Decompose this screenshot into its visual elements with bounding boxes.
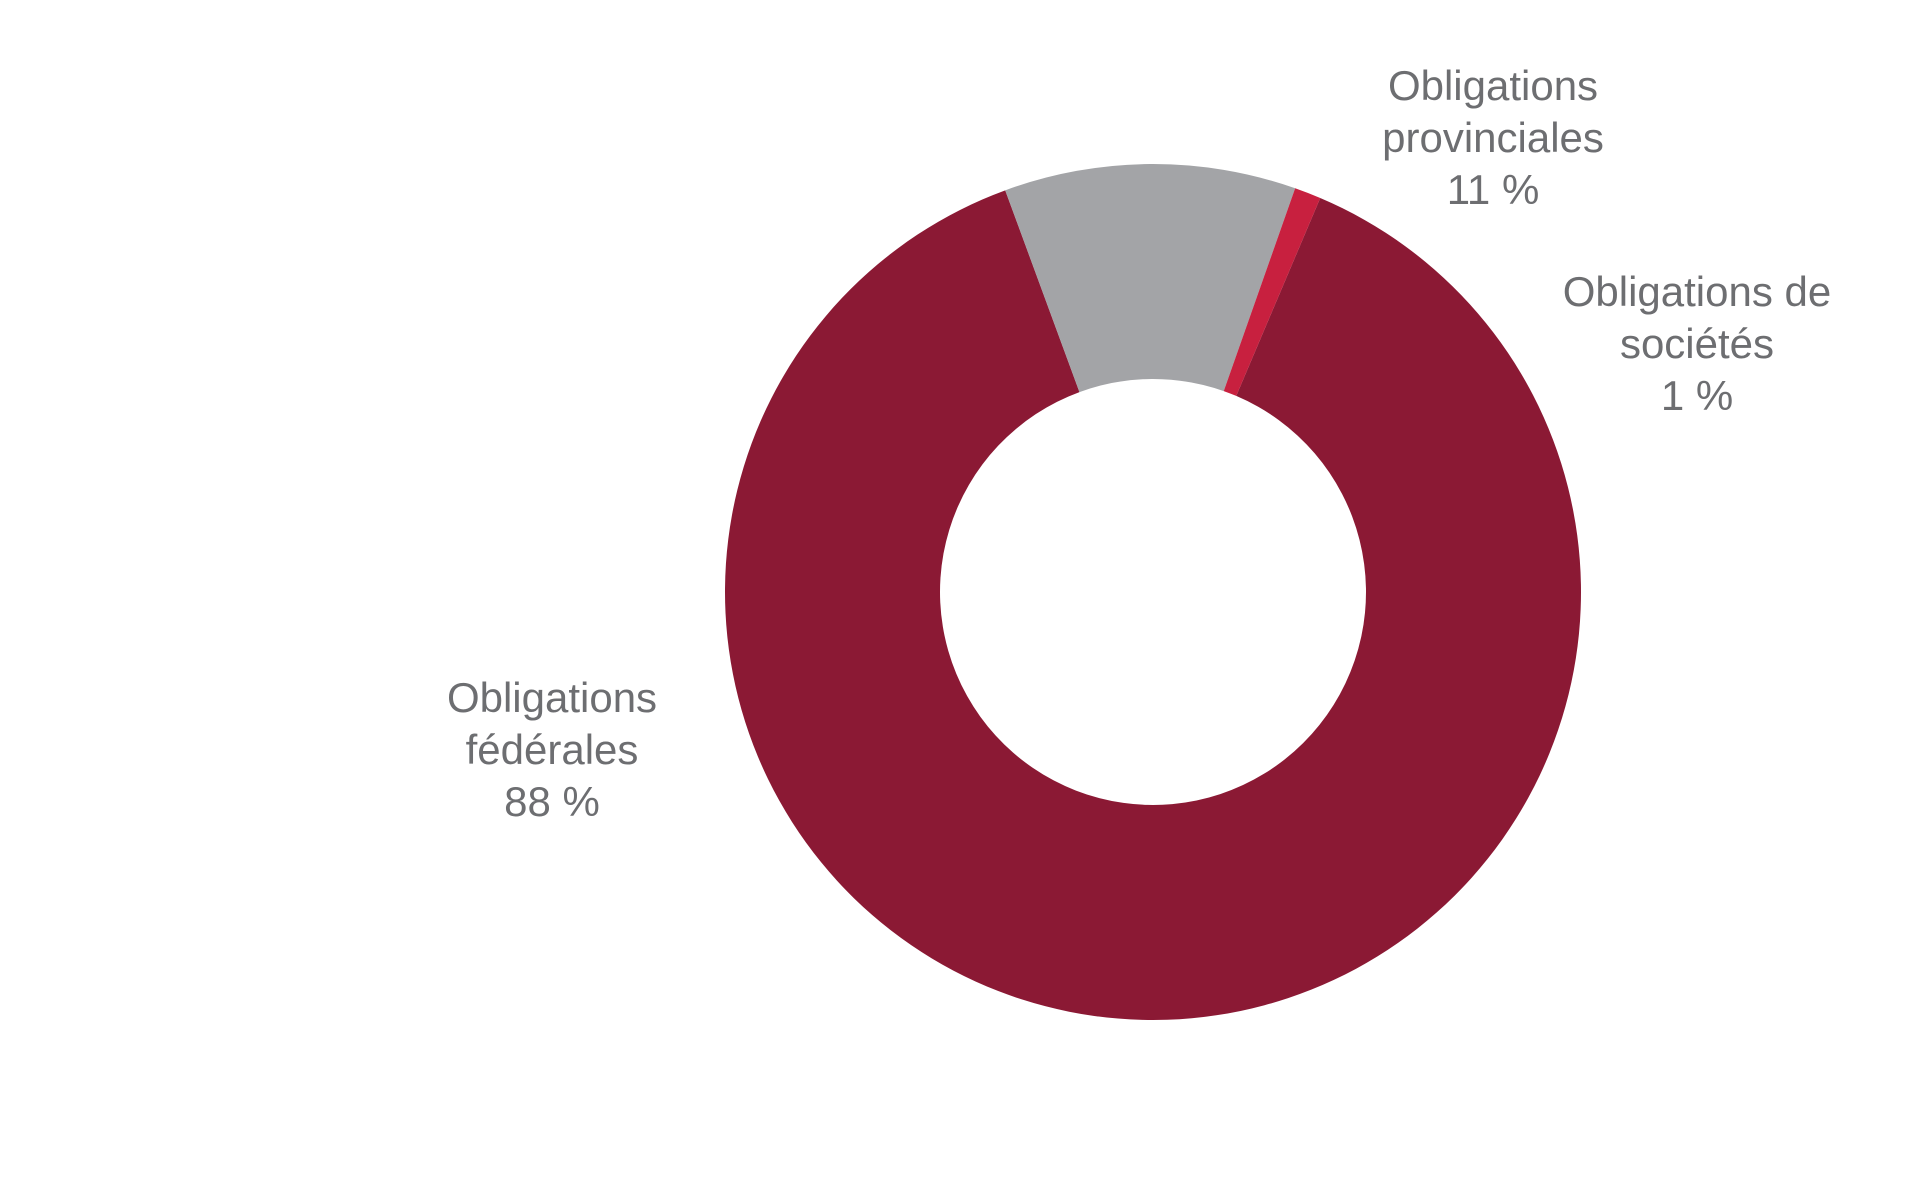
label-societes: Obligations de sociétés 1 % (1563, 268, 1832, 419)
label-federales-line-1: fédérales (466, 726, 639, 773)
label-societes-line-1: sociétés (1620, 320, 1774, 367)
label-provinciales-line-1: provinciales (1382, 114, 1604, 161)
slice-societes (1223, 188, 1321, 396)
slice-provinciales (1005, 164, 1296, 393)
label-provinciales: Obligations provinciales 11 % (1382, 62, 1604, 213)
slices-layer (724, 164, 1581, 1021)
label-federales-line-0: Obligations (447, 674, 657, 721)
labels-layer: Obligations fédérales 88 % Obligations provi… (447, 62, 1831, 825)
label-societes-line-0: Obligations de (1563, 268, 1832, 315)
label-societes-line-2: 1 % (1661, 372, 1733, 419)
label-federales-line-2: 88 % (504, 778, 600, 825)
slice-federales (724, 190, 1581, 1021)
label-federales: Obligations fédérales 88 % (447, 674, 657, 825)
label-provinciales-line-0: Obligations (1388, 62, 1598, 109)
label-provinciales-line-2: 11 % (1447, 166, 1540, 213)
